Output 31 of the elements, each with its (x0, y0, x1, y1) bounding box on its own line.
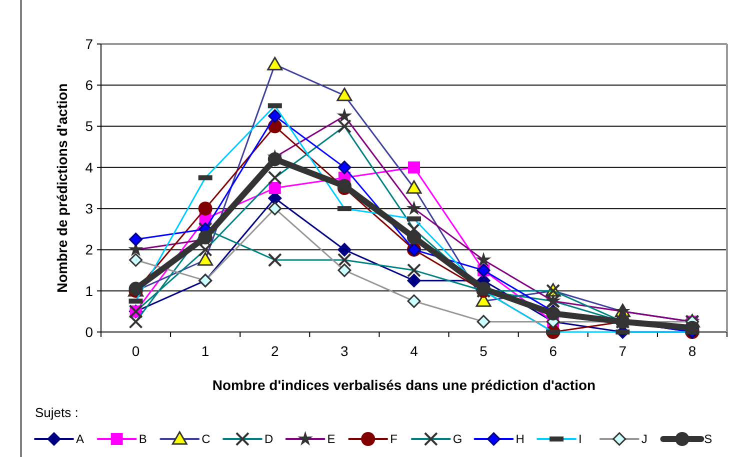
legend-label: B (138, 432, 147, 446)
x-axis-title: Nombre d'indices verbalisés dans une prédiction d'action (212, 377, 596, 393)
y-tick-label: 5 (85, 118, 94, 134)
x-tick-label: 6 (549, 343, 558, 359)
legend-label: C (202, 432, 211, 446)
x-tick-label: 8 (688, 343, 696, 359)
x-tick-label: 0 (132, 343, 140, 359)
legend-label: H (516, 432, 524, 446)
y-tick-label: 7 (85, 36, 94, 52)
legend-title: Sujets : (35, 405, 78, 420)
legend-label: A (76, 432, 84, 446)
x-tick-label: 7 (618, 343, 627, 359)
y-tick-label: 0 (85, 324, 94, 340)
y-tick-label: 6 (85, 77, 94, 94)
y-tick-label: 4 (85, 159, 94, 176)
x-tick-label: 5 (480, 343, 488, 359)
legend-label: D (264, 432, 274, 446)
legend-label: F (390, 432, 398, 446)
legend-label: S (704, 432, 712, 446)
x-tick-label: 1 (201, 343, 210, 359)
legend-label: J (641, 432, 648, 446)
legend-label: I (578, 432, 582, 446)
x-tick-label: 2 (270, 343, 279, 359)
x-tick-label: 3 (340, 343, 349, 359)
y-tick-label: 2 (85, 242, 94, 258)
legend-label: E (327, 432, 336, 446)
x-tick-label: 4 (410, 343, 418, 359)
y-tick-label: 3 (85, 200, 94, 216)
y-axis-title: Nombre de prédictions d'action (54, 83, 70, 293)
legend-label: G (452, 432, 462, 446)
y-tick-label: 1 (85, 282, 94, 299)
